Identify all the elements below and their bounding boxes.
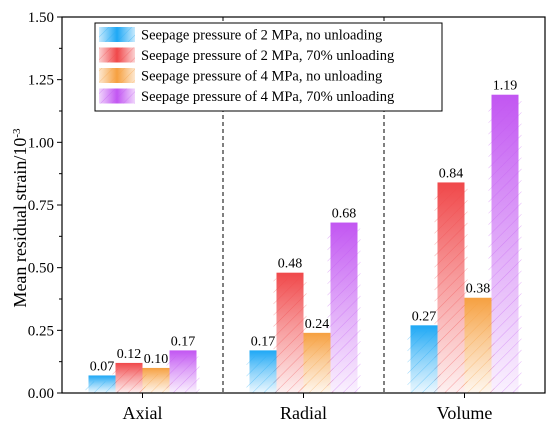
- data-label: 0.17: [171, 334, 196, 349]
- data-labels: 0.07 0.17 0.27 0.12 0.48 0.84 0.10 0.24 0.38 0.17…: [90, 79, 518, 375]
- y-axis-label-text: Mean residual strain/10: [10, 138, 30, 308]
- x-tick-label: Axial: [123, 403, 163, 423]
- y-tick-label: 1.00: [28, 135, 54, 151]
- data-label: 1.19: [493, 79, 518, 94]
- data-label: 0.17: [251, 334, 276, 349]
- y-tick-label: 0.00: [28, 386, 54, 402]
- x-axis: Axial Radial Volume: [123, 393, 493, 423]
- data-label: 0.48: [278, 257, 303, 272]
- data-label: 0.84: [439, 166, 464, 181]
- legend-swatch-hatch: [99, 88, 135, 104]
- bar: [410, 325, 438, 393]
- x-tick-label: Radial: [280, 403, 327, 423]
- y-tick-label: 1.25: [28, 73, 54, 89]
- y-tick-label: 0.50: [28, 261, 54, 277]
- bar: [437, 182, 465, 393]
- y-tick-label: 0.75: [28, 198, 54, 214]
- y-tick-label: 0.25: [28, 323, 54, 339]
- legend-box: [94, 22, 443, 112]
- legend-label: Seepage pressure of 2 MPa, 70% unloading: [141, 48, 394, 64]
- bar: [88, 375, 116, 393]
- bar: [491, 94, 519, 393]
- bar: [276, 272, 304, 393]
- bar: [330, 222, 358, 393]
- legend-label: Seepage pressure of 4 MPa, 70% unloading: [141, 89, 394, 105]
- bar: [249, 350, 277, 393]
- bar: [142, 367, 170, 393]
- legend: Seepage pressure of 2 MPa, no unloading S…: [94, 22, 443, 112]
- legend-swatch-hatch: [99, 47, 135, 63]
- data-label: 0.38: [466, 282, 491, 297]
- legend-swatch-hatch: [99, 68, 135, 83]
- x-tick-label: Volume: [437, 403, 493, 423]
- legend-label: Seepage pressure of 4 MPa, no unloading: [141, 69, 382, 85]
- bar: [464, 297, 492, 393]
- y-axis: 0.00 0.25 0.50 0.75 1.00 1.25 1.50: [28, 10, 62, 402]
- legend-swatch-hatch: [99, 27, 135, 42]
- y-axis-label: Mean residual strain/10-3: [10, 128, 30, 308]
- data-label: 0.68: [332, 207, 357, 222]
- y-tick-label: 1.50: [28, 10, 54, 26]
- bar: [303, 332, 331, 393]
- bar: [115, 362, 143, 393]
- legend-label: Seepage pressure of 2 MPa, no unloading: [141, 28, 382, 44]
- data-label: 0.07: [90, 359, 115, 374]
- y-axis-label-exponent: -3: [11, 128, 23, 138]
- data-label: 0.24: [305, 317, 330, 332]
- data-label: 0.10: [144, 352, 169, 367]
- data-label: 0.12: [117, 347, 142, 362]
- bar: [169, 350, 197, 393]
- bars-group: [85, 94, 522, 393]
- data-label: 0.27: [412, 309, 437, 324]
